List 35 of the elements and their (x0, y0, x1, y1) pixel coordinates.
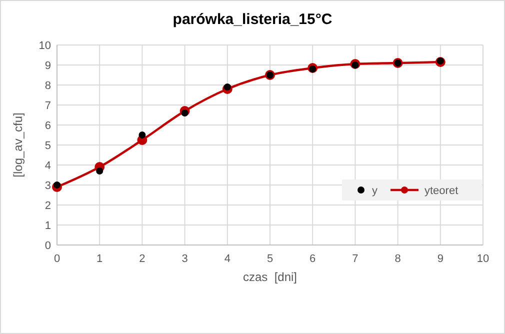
y-tick-label: 0 (44, 240, 51, 252)
point (224, 84, 231, 90)
y-tick-label: 6 (44, 120, 51, 132)
x-tick-label: 7 (352, 253, 358, 265)
legend-label: yteoret (424, 184, 458, 197)
point (96, 168, 104, 174)
y-tick-label: 7 (44, 100, 51, 112)
y-tick-label: 9 (44, 60, 51, 72)
x-tick-label: 0 (54, 253, 60, 265)
x-tick-label: 9 (437, 253, 444, 265)
y-tick-label: 8 (44, 80, 51, 92)
point (54, 182, 60, 188)
x-tick-label: 4 (224, 253, 230, 265)
y-tick-label: 3 (44, 180, 51, 192)
y-tick-label: 1 (44, 220, 51, 232)
point (181, 110, 188, 116)
x-tick-label: 2 (139, 253, 146, 265)
legend-label: y (372, 184, 378, 197)
x-tick-label: 3 (182, 253, 188, 265)
chart-title: parówka_listeria_15°C (172, 11, 332, 28)
point (138, 132, 146, 138)
x-tick-label: 5 (266, 253, 274, 265)
point (436, 58, 444, 64)
x-tick-label: 6 (310, 253, 316, 265)
x-tick-label: 8 (394, 253, 401, 265)
y-tick-label: 2 (44, 200, 51, 212)
point (309, 66, 316, 72)
point (352, 62, 359, 68)
x-tick-label: 1 (96, 253, 103, 265)
x-axis-title: czas [dni] (242, 270, 298, 284)
y-tick-label: 4 (44, 160, 51, 172)
y-tick-label: 10 (38, 40, 51, 52)
x-tick-label: 10 (476, 253, 490, 265)
y-tick-label: 5 (44, 140, 51, 152)
y-axis-title: [log_av_cfu] (11, 112, 25, 178)
